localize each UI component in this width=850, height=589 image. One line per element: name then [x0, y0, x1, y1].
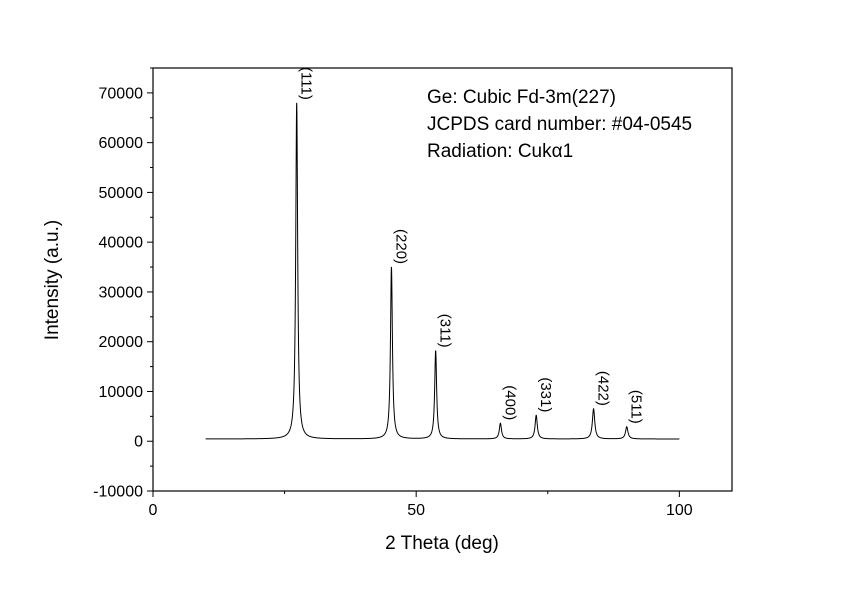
peak-label-422: (422) [595, 371, 612, 406]
diffraction-pattern-line [205, 102, 680, 440]
annotation-radiation: Radiation: Cukα1 [427, 141, 573, 162]
axis-ticks [147, 67, 680, 497]
y-tick-label: 10000 [99, 384, 144, 401]
peak-label-311: (311) [437, 314, 454, 348]
x-tick-label: 50 [407, 502, 425, 519]
y-tick-label: 0 [134, 434, 143, 451]
annotation-jcpds: JCPDS card number: #04-0545 [427, 114, 692, 135]
x-tick-labels: 0 50 100 [149, 502, 693, 519]
y-tick-label: 70000 [99, 85, 144, 102]
y-tick-label: 60000 [99, 135, 144, 152]
y-tick-label: 40000 [99, 235, 144, 252]
y-tick-label: 50000 [99, 185, 144, 202]
x-tick-label: 0 [149, 502, 158, 519]
y-tick-label: 30000 [99, 284, 144, 301]
y-tick-label: 20000 [99, 334, 144, 351]
annotation-crystal: Ge: Cubic Fd-3m(227) [427, 87, 616, 108]
y-axis-title: Intensity (a.u.) [42, 220, 63, 340]
peak-label-220: (220) [392, 229, 409, 264]
peak-label-331: (331) [537, 377, 554, 412]
peak-label-511: (511) [628, 390, 645, 424]
x-tick-label: 100 [666, 502, 693, 519]
peak-label-400: (400) [501, 385, 518, 420]
y-tick-label: -10000 [93, 484, 143, 501]
y-tick-labels: -10000 0 10000 20000 30000 40000 50000 60000 700… [93, 85, 143, 500]
plot-frame [152, 67, 733, 492]
x-axis-title: 2 Theta (deg) [385, 533, 499, 554]
peak-labels: (111) (220) (311) (400) (331) (422) (511) [298, 67, 645, 424]
peak-label-111: (111) [298, 67, 315, 100]
